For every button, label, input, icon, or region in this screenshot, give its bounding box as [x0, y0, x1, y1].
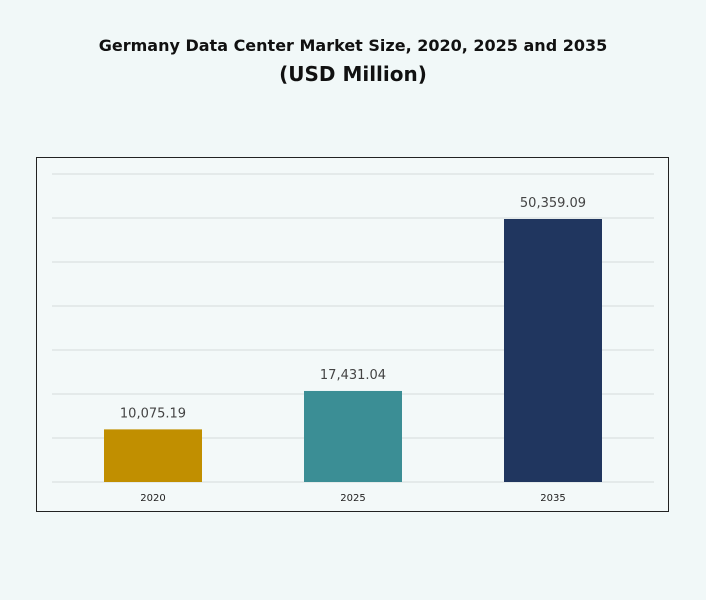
x-tick-label: 2035: [540, 493, 565, 504]
data-label: 10,075.19: [120, 406, 186, 421]
data-label: 17,431.04: [320, 368, 386, 383]
x-tick-label: 2025: [340, 493, 365, 504]
bar-2020: [104, 429, 202, 482]
bar-2025: [304, 390, 402, 482]
chart-subtitle: (USD Million): [279, 62, 427, 86]
data-label: 50,359.09: [520, 196, 586, 211]
chart-title: Germany Data Center Market Size, 2020, 2…: [98, 36, 608, 55]
x-tick-label: 2020: [140, 493, 165, 504]
bar-2035: [504, 219, 602, 482]
